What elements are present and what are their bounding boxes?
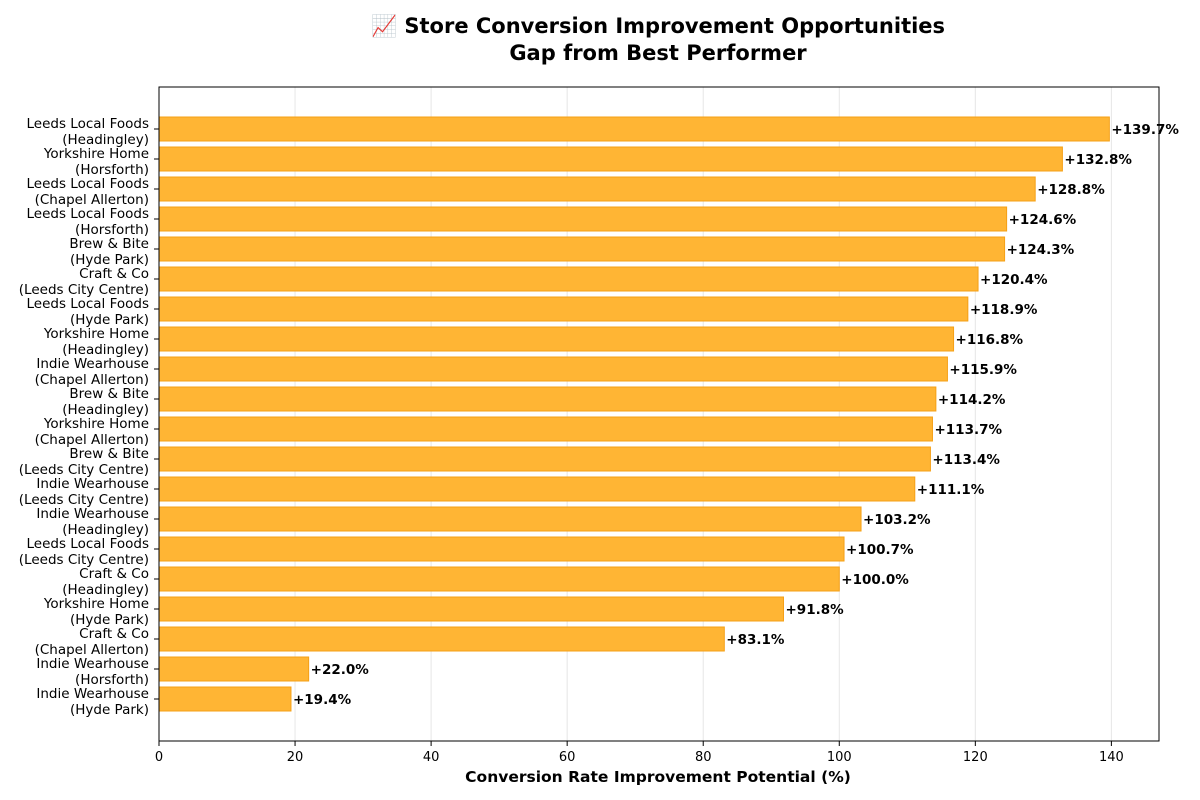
- category-label-line1: Craft & Co: [79, 626, 149, 642]
- bar: [158, 236, 1006, 262]
- category-label-line2: (Chapel Allerton): [35, 372, 149, 388]
- category-label-line2: (Headingley): [62, 402, 149, 418]
- bar: [158, 626, 725, 652]
- bar: [158, 326, 955, 352]
- category-label-line2: (Headingley): [62, 522, 149, 538]
- category-label-line2: (Leeds City Centre): [19, 282, 149, 298]
- category-label-line1: Leeds Local Foods: [27, 536, 149, 552]
- category-label-line2: (Hyde Park): [70, 312, 149, 328]
- data-label: +116.8%: [956, 332, 1024, 348]
- data-label: +19.4%: [293, 692, 352, 708]
- category-label-line2: (Leeds City Centre): [19, 552, 149, 568]
- x-tick-label: 0: [155, 750, 163, 765]
- category-label-line2: (Chapel Allerton): [35, 432, 149, 448]
- category-label-line1: Craft & Co: [79, 266, 149, 282]
- bar: [158, 656, 310, 682]
- category-label-line2: (Hyde Park): [70, 252, 149, 268]
- data-label: +124.6%: [1009, 212, 1077, 228]
- category-label-line2: (Leeds City Centre): [19, 492, 149, 508]
- category-label-line1: Yorkshire Home: [43, 596, 149, 612]
- chart-subtitle: Gap from Best Performer: [509, 41, 807, 65]
- category-label-line1: Indie Wearhouse: [36, 656, 149, 672]
- bar: [158, 686, 292, 712]
- category-label-line1: Brew & Bite: [69, 386, 149, 402]
- data-label: +132.8%: [1064, 152, 1132, 168]
- data-label: +139.7%: [1111, 122, 1179, 138]
- data-label: +115.9%: [949, 362, 1017, 378]
- category-label-line2: (Headingley): [62, 582, 149, 598]
- x-axis-ticks: 0 20 40 60 80 100 120 140: [155, 741, 1124, 765]
- bar: [158, 386, 937, 412]
- data-label: +118.9%: [970, 302, 1038, 318]
- data-label: +114.2%: [938, 392, 1006, 408]
- bar: [158, 506, 862, 532]
- category-label-line2: (Chapel Allerton): [35, 642, 149, 658]
- plot-frame: [158, 86, 1160, 742]
- category-label-line2: (Headingley): [62, 132, 149, 148]
- category-label-line2: (Horsforth): [75, 162, 149, 178]
- data-label: +120.4%: [980, 272, 1048, 288]
- bar: [158, 476, 916, 502]
- bar: [158, 296, 969, 322]
- category-label-line1: Indie Wearhouse: [36, 476, 149, 492]
- data-label: +83.1%: [726, 632, 785, 648]
- category-label-line1: Yorkshire Home: [43, 326, 149, 342]
- bar: [158, 566, 840, 592]
- category-label-line2: (Leeds City Centre): [19, 462, 149, 478]
- bar: [158, 206, 1008, 232]
- category-label-line2: (Chapel Allerton): [35, 192, 149, 208]
- bar: [158, 266, 979, 292]
- category-label-line1: Indie Wearhouse: [36, 506, 149, 522]
- category-label-line1: Leeds Local Foods: [27, 116, 149, 132]
- bar: [158, 356, 948, 382]
- category-label-line2: (Horsforth): [75, 672, 149, 688]
- data-label: +100.7%: [846, 542, 914, 558]
- data-label: +91.8%: [785, 602, 844, 618]
- category-label-line1: Leeds Local Foods: [27, 206, 149, 222]
- x-axis-title: Conversion Rate Improvement Potential (%…: [465, 768, 851, 786]
- category-label-line2: (Horsforth): [75, 222, 149, 238]
- category-label-line1: Indie Wearhouse: [36, 686, 149, 702]
- category-label-line2: (Headingley): [62, 342, 149, 358]
- category-label-line1: Leeds Local Foods: [27, 176, 149, 192]
- category-label-line1: Yorkshire Home: [43, 416, 149, 432]
- data-labels: +139.7% +132.8% +128.8% +124.6% +124.3% +120.…: [293, 122, 1179, 708]
- data-label: +111.1%: [917, 482, 985, 498]
- bars-layer: [158, 116, 1110, 712]
- category-label-line1: Brew & Bite: [69, 236, 149, 252]
- bar: [158, 596, 784, 622]
- bar: [158, 116, 1110, 142]
- chart-title: 📈 Store Conversion Improvement Opportuni…: [371, 13, 945, 38]
- x-tick-label: 120: [963, 750, 988, 765]
- x-tick-label: 140: [1099, 750, 1124, 765]
- category-label-line1: Craft & Co: [79, 566, 149, 582]
- x-tick-label: 20: [287, 750, 304, 765]
- bar: [158, 536, 845, 562]
- data-label: +22.0%: [311, 662, 370, 678]
- x-tick-label: 80: [695, 750, 712, 765]
- data-label: +113.4%: [932, 452, 1000, 468]
- category-label-line2: (Hyde Park): [70, 612, 149, 628]
- bar: [158, 146, 1063, 172]
- x-tick-label: 60: [559, 750, 576, 765]
- data-label: +124.3%: [1007, 242, 1075, 258]
- data-label: +113.7%: [934, 422, 1002, 438]
- x-tick-label: 100: [827, 750, 852, 765]
- category-label-line1: Leeds Local Foods: [27, 296, 149, 312]
- y-axis-categories: Leeds Local Foods(Headingley)Yorkshire H…: [19, 116, 159, 718]
- bar: [158, 416, 933, 442]
- bar: [158, 446, 931, 472]
- data-label: +100.0%: [841, 572, 909, 588]
- category-label-line2: (Hyde Park): [70, 702, 149, 718]
- data-label: +128.8%: [1037, 182, 1105, 198]
- data-label: +103.2%: [863, 512, 931, 528]
- bar: [158, 176, 1036, 202]
- category-label-line1: Indie Wearhouse: [36, 356, 149, 372]
- x-tick-label: 40: [423, 750, 440, 765]
- category-label-line1: Brew & Bite: [69, 446, 149, 462]
- category-label-line1: Yorkshire Home: [43, 146, 149, 162]
